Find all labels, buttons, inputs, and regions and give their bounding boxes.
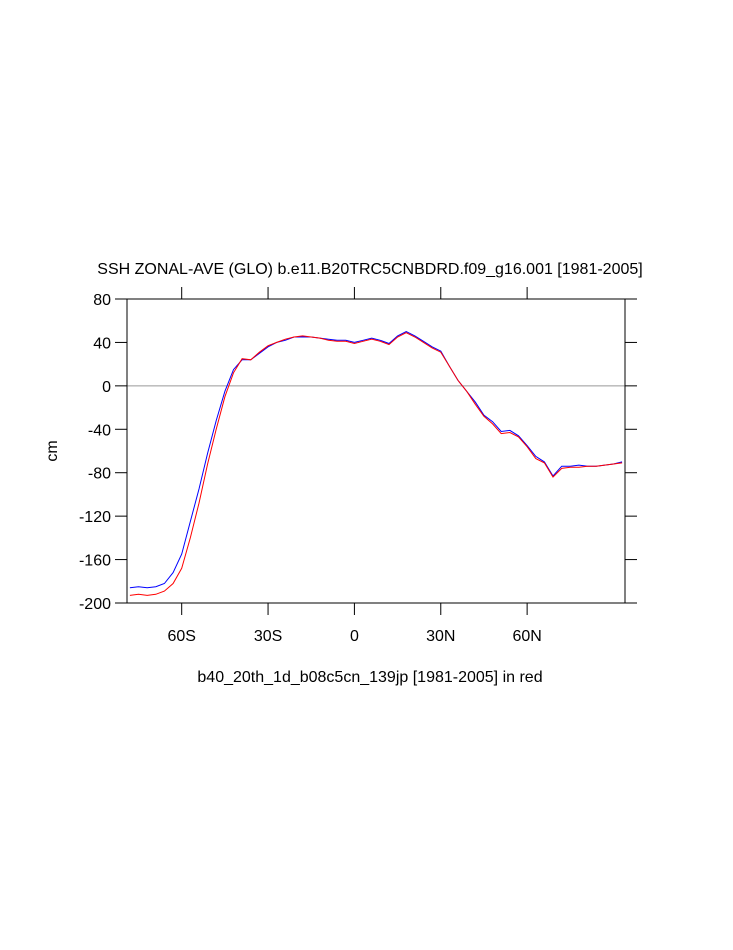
x-tick-label: 0 — [350, 628, 359, 645]
x-axis-label: b40_20th_1d_b08c5cn_139jp [1981-2005] in… — [197, 669, 542, 686]
x-tick-label: 30N — [426, 628, 455, 645]
y-tick-label: -80 — [88, 466, 111, 483]
x-tick-label: 30S — [254, 628, 282, 645]
y-tick-label: -40 — [88, 422, 111, 439]
x-tick-label: 60N — [512, 628, 541, 645]
y-tick-label: -120 — [79, 509, 111, 526]
y-tick-label: 80 — [93, 292, 111, 309]
series-line — [129, 331, 623, 589]
plot-frame — [126, 298, 626, 604]
y-axis-label: cm — [44, 440, 61, 461]
y-tick-label: 40 — [93, 335, 111, 352]
y-tick-label: 0 — [102, 379, 111, 396]
y-tick-label: -160 — [79, 553, 111, 570]
y-tick-label: -200 — [79, 596, 111, 613]
x-tick-label: 60S — [167, 628, 195, 645]
chart-title: SSH ZONAL-AVE (GLO) b.e11.B20TRC5CNBDRD.… — [97, 261, 642, 278]
series-line — [129, 332, 623, 596]
